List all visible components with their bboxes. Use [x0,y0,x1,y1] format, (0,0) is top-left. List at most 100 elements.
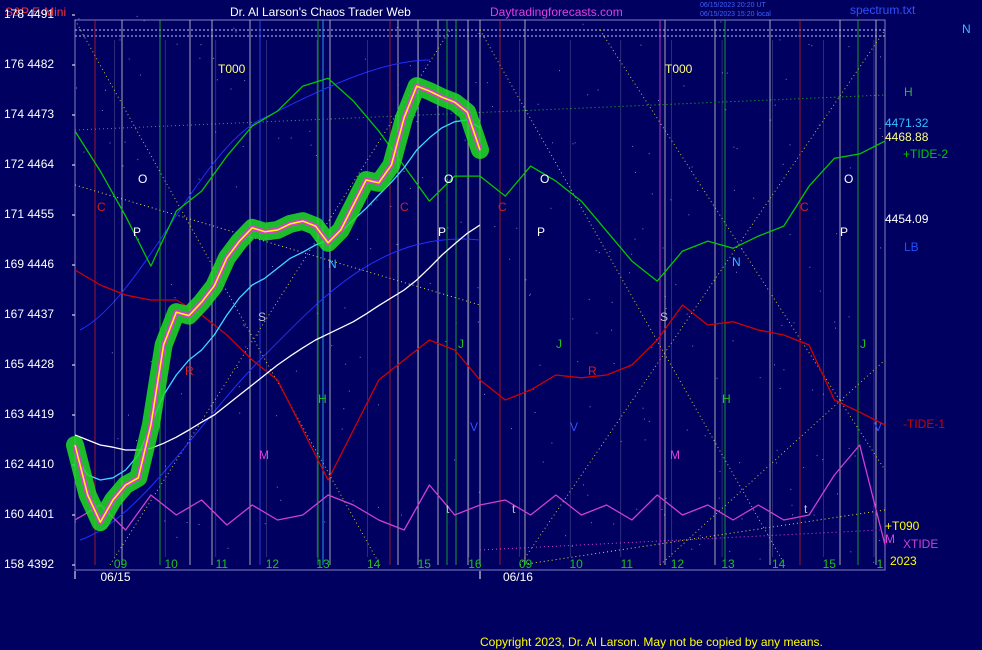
star [741,248,743,250]
star [596,332,598,334]
star [378,404,380,406]
cycle-marker: H [722,392,731,406]
star [494,226,496,228]
star [278,137,280,139]
star [729,550,731,552]
star [636,508,638,510]
cycle-marker: S [660,310,668,324]
star [429,282,431,284]
y-tick-label: 167 4437 [4,307,54,321]
x-tick-label: 13 [316,557,330,571]
right-label: N [962,22,971,36]
star [176,536,178,538]
star [422,177,424,179]
cycle-marker: O [540,172,549,186]
star [774,104,776,106]
star [699,544,701,546]
series-label: XTIDE [903,537,938,551]
date-label: 06/16 [503,570,533,584]
star [525,279,527,281]
star [609,251,611,252]
star [648,153,650,155]
star [811,45,813,47]
star [634,238,636,240]
cycle-marker: C [800,200,809,214]
star [665,308,667,309]
star [565,535,567,537]
star [186,522,188,523]
star [662,247,664,249]
star [400,514,402,516]
star [264,523,266,525]
cycle-marker: t [804,502,808,516]
star [791,504,793,506]
right-label: 4468.88 [885,130,929,144]
star [534,412,536,413]
star [776,449,778,451]
y-tick-label: 174 4473 [4,107,54,121]
star [834,321,836,323]
star [822,393,824,395]
star [276,415,278,417]
y-tick-label: 172 4464 [4,157,54,171]
star [798,35,800,37]
star [789,144,791,146]
star [376,199,378,201]
star [783,369,785,371]
star [704,435,706,437]
cycle-marker: J [860,337,866,351]
star [356,238,358,240]
star [559,70,560,72]
star [119,39,121,41]
series-label: +TIDE-2 [903,147,948,161]
star [692,345,694,347]
y-tick-label: 171 4455 [4,207,54,221]
star [598,252,600,254]
star [111,352,113,354]
right-label: M [885,532,895,546]
star [739,462,740,464]
star [670,199,672,201]
fan-line [74,184,481,306]
star [464,139,466,141]
star [736,148,738,150]
envelope [79,59,431,331]
star [574,142,576,144]
fan-line [74,19,381,566]
star [736,271,737,273]
x-tick-label: 10 [570,557,584,571]
cycle-marker: N [328,257,337,271]
star [198,524,200,525]
timestamp: 06/15/2023 15:20 local [700,11,771,18]
star [848,447,850,449]
star [848,46,850,48]
cycle-marker: C [400,200,409,214]
star [390,206,392,207]
star [753,197,755,199]
star [242,146,244,147]
star [849,167,851,169]
star [661,509,663,510]
cycle-marker: O [138,172,147,186]
star [174,297,176,299]
star [851,28,853,30]
x-tick-label: 1 [877,557,884,571]
star [733,189,735,191]
cycle-marker: P [438,225,446,239]
star [272,266,273,267]
star [396,26,398,28]
y-tick-label: 158 4392 [4,557,54,571]
star [819,290,821,292]
right-label: 2023 [890,554,917,568]
star [436,106,438,108]
cycle-marker: R [185,364,194,378]
y-tick-label: 160 4401 [4,507,54,521]
star [136,15,138,17]
right-label: 4471.32 [885,116,929,130]
star [629,272,630,274]
star [128,58,130,60]
star [881,136,883,137]
star [611,329,613,331]
cycle-marker: J [556,337,562,351]
